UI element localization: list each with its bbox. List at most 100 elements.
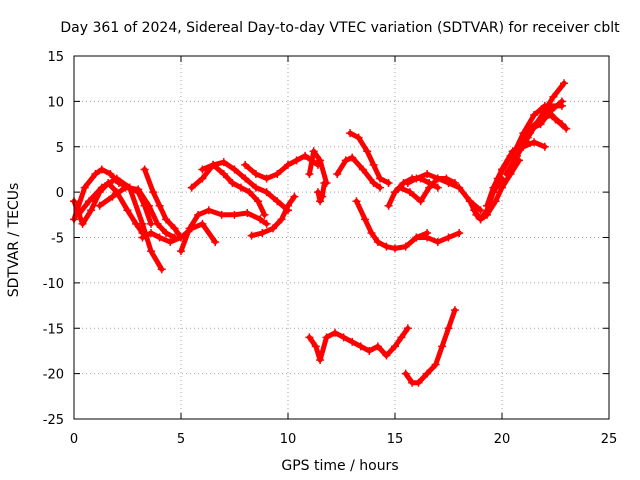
y-tick-label: 5	[56, 141, 64, 156]
x-tick-label: 15	[387, 432, 404, 447]
data-point	[536, 120, 545, 129]
data-point	[322, 333, 331, 342]
data-point	[363, 147, 372, 156]
data-point	[134, 185, 143, 194]
data-point	[112, 174, 121, 183]
series-arc-19	[405, 171, 484, 213]
data-point	[382, 242, 391, 251]
data-point	[339, 333, 348, 342]
data-point	[258, 228, 267, 237]
series-arc-5	[142, 166, 184, 240]
x-tick-label: 20	[494, 432, 511, 447]
data-point	[354, 133, 363, 142]
data-point	[438, 342, 447, 351]
data-point	[219, 169, 228, 178]
data-point	[376, 183, 385, 192]
data-point	[444, 324, 453, 333]
data-point	[97, 183, 106, 192]
data-point	[157, 265, 166, 274]
data-point	[549, 92, 558, 101]
y-tick-label: 15	[47, 50, 64, 65]
data-point	[412, 174, 421, 183]
data-point	[162, 215, 171, 224]
data-point	[87, 206, 96, 215]
data-point	[433, 238, 442, 247]
data-point	[269, 224, 278, 233]
y-tick-label: -15	[43, 322, 64, 337]
data-point	[540, 142, 549, 151]
data-point	[397, 333, 406, 342]
data-point	[510, 147, 519, 156]
data-point	[517, 138, 526, 147]
data-point	[95, 201, 104, 210]
data-point	[348, 153, 357, 162]
data-point	[84, 197, 93, 206]
data-point	[209, 160, 218, 169]
y-tick-label: 0	[56, 186, 64, 201]
data-point	[204, 206, 213, 215]
data-point	[373, 342, 382, 351]
data-point	[401, 369, 410, 378]
data-point	[320, 179, 329, 188]
data-point	[162, 228, 171, 237]
data-point	[185, 224, 194, 233]
y-tick-label: -10	[43, 277, 64, 292]
series-arc-21	[306, 325, 411, 363]
data-point	[403, 179, 412, 188]
y-tick-label: 10	[47, 95, 64, 110]
data-point	[277, 215, 286, 224]
x-tick-label: 0	[70, 432, 78, 447]
data-point	[423, 369, 432, 378]
data-point	[138, 219, 147, 228]
data-point	[284, 201, 292, 210]
data-point	[358, 165, 367, 174]
data-point	[74, 210, 83, 219]
x-tick-label: 25	[601, 432, 618, 447]
data-point	[331, 328, 340, 337]
series-arc-6	[140, 221, 218, 245]
data-point	[78, 219, 87, 228]
data-point	[356, 342, 365, 351]
data-point	[198, 165, 207, 174]
data-point	[455, 228, 464, 237]
data-point	[384, 201, 393, 210]
data-point	[313, 188, 322, 197]
data-point	[153, 219, 162, 228]
series-arc-31	[529, 98, 565, 132]
data-point	[465, 197, 474, 206]
data-point	[305, 333, 314, 342]
data-point	[412, 233, 421, 242]
data-point	[405, 188, 414, 197]
data-point	[144, 201, 153, 210]
data-point	[91, 169, 100, 178]
data-point	[333, 169, 342, 178]
series-arc-9	[199, 162, 267, 218]
data-point	[170, 224, 179, 233]
series-arc-8	[189, 159, 291, 213]
data-point	[476, 215, 485, 224]
data-point	[444, 233, 453, 242]
data-point	[241, 174, 250, 183]
data-point	[123, 206, 132, 215]
data-point	[557, 120, 566, 129]
data-point	[273, 169, 282, 178]
data-point	[262, 188, 271, 197]
data-point	[540, 101, 549, 110]
data-point	[498, 183, 506, 192]
y-tick-label: -20	[43, 368, 64, 383]
data-point	[348, 337, 357, 346]
data-point	[470, 206, 479, 215]
data-point	[423, 169, 432, 178]
data-point	[562, 124, 571, 133]
data-point	[414, 378, 423, 387]
data-point	[228, 179, 237, 188]
series-arc-4	[97, 185, 178, 240]
data-point	[352, 197, 361, 206]
data-point	[149, 188, 158, 197]
y-tick-label: -25	[43, 413, 64, 428]
data-point	[367, 228, 376, 237]
data-point	[260, 210, 269, 219]
data-point	[504, 156, 513, 165]
data-point	[341, 156, 350, 165]
